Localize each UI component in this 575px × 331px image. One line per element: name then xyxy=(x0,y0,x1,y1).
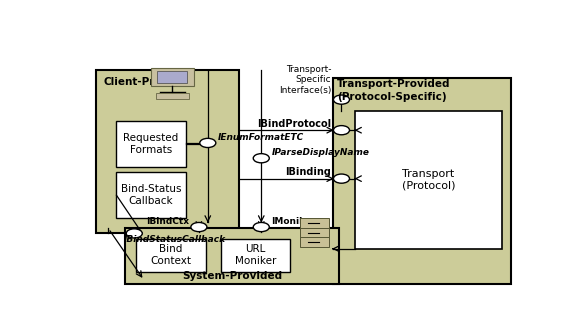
Text: IParseDisplayName: IParseDisplayName xyxy=(271,148,370,157)
Circle shape xyxy=(191,222,207,232)
Bar xyxy=(97,70,239,233)
FancyBboxPatch shape xyxy=(151,68,194,86)
Circle shape xyxy=(126,229,142,238)
Text: Client-Provided: Client-Provided xyxy=(103,77,194,87)
Text: IBindStatusCallback: IBindStatusCallback xyxy=(124,235,226,244)
Circle shape xyxy=(334,95,350,104)
Circle shape xyxy=(253,154,269,163)
Circle shape xyxy=(334,174,350,183)
FancyBboxPatch shape xyxy=(301,218,329,227)
FancyBboxPatch shape xyxy=(158,71,187,83)
Bar xyxy=(116,121,186,167)
Text: Transport-Provided
(Protocol-Specific): Transport-Provided (Protocol-Specific) xyxy=(337,79,451,102)
Text: IEnumFormatETC: IEnumFormatETC xyxy=(218,133,304,142)
Bar xyxy=(136,239,206,272)
Text: URL
Moniker: URL Moniker xyxy=(235,244,277,266)
Text: Transport
(Protocol): Transport (Protocol) xyxy=(401,169,455,191)
Bar xyxy=(355,111,502,249)
Text: Bind
Context: Bind Context xyxy=(151,244,191,266)
Text: Bind-Status
Callback: Bind-Status Callback xyxy=(121,184,181,206)
FancyBboxPatch shape xyxy=(156,93,189,99)
FancyBboxPatch shape xyxy=(301,228,329,237)
Circle shape xyxy=(200,138,216,148)
Text: System-Provided: System-Provided xyxy=(182,271,282,281)
Circle shape xyxy=(334,125,350,135)
Text: IBinding: IBinding xyxy=(285,167,331,177)
Bar xyxy=(332,78,511,284)
Text: IMoniker: IMoniker xyxy=(271,217,316,226)
Text: IBindCtx: IBindCtx xyxy=(145,217,189,226)
Bar xyxy=(221,239,290,272)
Text: Transport-
Specific
Interface(s): Transport- Specific Interface(s) xyxy=(279,65,331,95)
FancyBboxPatch shape xyxy=(301,238,329,247)
Bar xyxy=(125,228,339,284)
Text: IBindProtocol: IBindProtocol xyxy=(257,119,331,129)
Bar xyxy=(116,172,186,218)
Text: Requested
Formats: Requested Formats xyxy=(124,133,179,155)
Circle shape xyxy=(253,222,269,232)
